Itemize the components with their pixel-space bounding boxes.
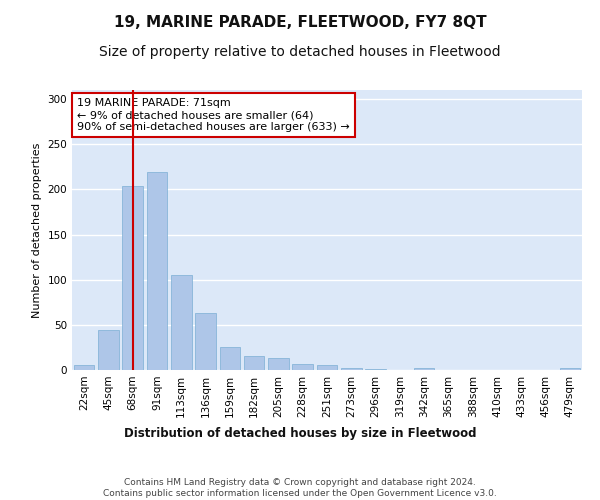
Bar bbox=[122, 186, 143, 370]
Text: 19, MARINE PARADE, FLEETWOOD, FY7 8QT: 19, MARINE PARADE, FLEETWOOD, FY7 8QT bbox=[113, 15, 487, 30]
Bar bbox=[98, 330, 119, 370]
Bar bbox=[146, 172, 167, 370]
Bar bbox=[292, 364, 313, 370]
Bar bbox=[560, 368, 580, 370]
Y-axis label: Number of detached properties: Number of detached properties bbox=[32, 142, 42, 318]
Bar bbox=[341, 368, 362, 370]
Bar bbox=[171, 275, 191, 370]
Bar bbox=[268, 358, 289, 370]
Bar bbox=[414, 368, 434, 370]
Bar bbox=[74, 366, 94, 370]
Bar bbox=[365, 369, 386, 370]
Bar bbox=[220, 346, 240, 370]
Text: Size of property relative to detached houses in Fleetwood: Size of property relative to detached ho… bbox=[99, 45, 501, 59]
Bar bbox=[244, 356, 265, 370]
Text: Distribution of detached houses by size in Fleetwood: Distribution of detached houses by size … bbox=[124, 428, 476, 440]
Bar bbox=[317, 366, 337, 370]
Text: Contains HM Land Registry data © Crown copyright and database right 2024.
Contai: Contains HM Land Registry data © Crown c… bbox=[103, 478, 497, 498]
Bar bbox=[195, 313, 216, 370]
Text: 19 MARINE PARADE: 71sqm
← 9% of detached houses are smaller (64)
90% of semi-det: 19 MARINE PARADE: 71sqm ← 9% of detached… bbox=[77, 98, 350, 132]
